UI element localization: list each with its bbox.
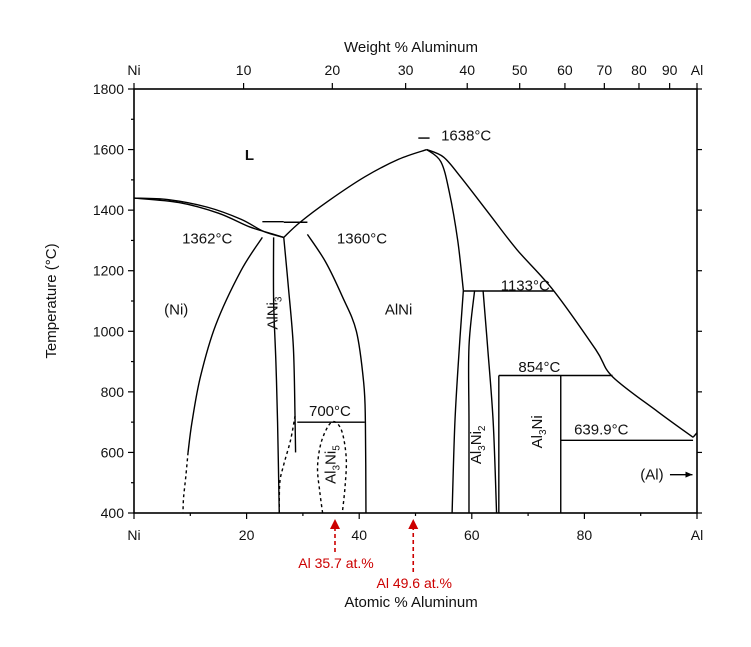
bottom-axis-title: Atomic % Aluminum bbox=[344, 594, 477, 611]
composition-annotations: Al 35.7 at.%Al 49.6 at.% bbox=[298, 519, 452, 591]
phase-label: L bbox=[245, 147, 254, 164]
phase-boundary-line bbox=[306, 233, 367, 514]
bottom-tick-label: 60 bbox=[464, 527, 480, 543]
phase-boundary-line bbox=[451, 290, 465, 514]
phase-boundary-line bbox=[272, 237, 280, 514]
top-tick-label: 20 bbox=[325, 62, 341, 78]
dashed-phase-boundary bbox=[278, 415, 296, 514]
top-tick-label: 30 bbox=[398, 62, 414, 78]
top-tick-label: 70 bbox=[597, 62, 613, 78]
temperature-label: 700°C bbox=[309, 403, 351, 420]
top-tick-label: 60 bbox=[557, 62, 573, 78]
y-tick-label: 800 bbox=[101, 384, 125, 400]
phase-boundary-line bbox=[133, 197, 284, 239]
temperature-label: 854°C bbox=[518, 359, 560, 376]
phase-label: (Ni) bbox=[164, 302, 188, 319]
phase-boundary-line bbox=[482, 290, 498, 514]
y-tick-label: 600 bbox=[101, 444, 125, 460]
y-tick-label: 1400 bbox=[93, 202, 124, 218]
phase-and-temperature-labels: L (Ni) AlNi (Al) AlNi3 Al3Ni5 Al3Ni2 Al3Ni 1638°… bbox=[164, 127, 693, 484]
bottom-tick-label: Al bbox=[691, 527, 703, 543]
top-axis-title: Weight % Aluminum bbox=[344, 39, 478, 56]
phase-boundary-line bbox=[187, 237, 263, 453]
bottom-tick-label: 20 bbox=[239, 527, 255, 543]
bottom-tick-label: 40 bbox=[351, 527, 367, 543]
phase-boundary-line bbox=[283, 148, 427, 238]
phase-boundary-line bbox=[426, 148, 694, 438]
y-tick-label: 1200 bbox=[93, 263, 124, 279]
bottom-tick-label: Ni bbox=[127, 527, 140, 543]
top-tick-label: 80 bbox=[631, 62, 647, 78]
rotated-phase-label: Al3Ni5 bbox=[323, 445, 343, 484]
top-tick-label: 40 bbox=[459, 62, 475, 78]
arrow-head bbox=[685, 471, 693, 478]
phase-boundary-line bbox=[283, 237, 297, 453]
temperature-label: 1133°C bbox=[501, 277, 550, 294]
y-tick-label: 1000 bbox=[93, 323, 124, 339]
rotated-phase-label: Al3Ni bbox=[529, 415, 549, 448]
annotation-label: Al 49.6 at.% bbox=[376, 575, 452, 591]
y-tick-label: 1600 bbox=[93, 142, 124, 158]
rotated-phase-label: Al3Ni2 bbox=[468, 425, 488, 464]
phase-boundary-line bbox=[426, 149, 465, 291]
y-axis-title: Temperature (°C) bbox=[43, 243, 60, 358]
temperature-label: 1638°C bbox=[441, 127, 491, 144]
phase-boundary-line bbox=[692, 432, 698, 438]
y-tick-label: 400 bbox=[101, 505, 125, 521]
annotation-label: Al 35.7 at.% bbox=[298, 555, 374, 571]
top-tick-label: Al bbox=[691, 62, 703, 78]
y-tick-label: 1800 bbox=[93, 81, 124, 97]
temperature-label: 1362°C bbox=[182, 230, 232, 247]
bottom-tick-label: 80 bbox=[577, 527, 593, 543]
dashed-phase-boundary bbox=[316, 420, 348, 514]
rotated-phase-label: AlNi3 bbox=[265, 296, 285, 330]
phase-label: AlNi bbox=[385, 302, 413, 319]
dashed-phase-boundary bbox=[182, 452, 189, 514]
phase-boundaries bbox=[133, 137, 698, 514]
temperature-label: 639.9°C bbox=[574, 421, 629, 438]
phase-label: (Al) bbox=[640, 467, 663, 484]
phase-boundary-line bbox=[467, 290, 476, 513]
annotation-arrow-head bbox=[329, 519, 340, 529]
top-tick-label: Ni bbox=[127, 62, 140, 78]
top-tick-label: 50 bbox=[512, 62, 528, 78]
annotation-arrow-head bbox=[408, 519, 419, 529]
top-tick-label: 10 bbox=[236, 62, 252, 78]
temperature-label: 1360°C bbox=[337, 230, 387, 247]
top-tick-label: 90 bbox=[662, 62, 678, 78]
